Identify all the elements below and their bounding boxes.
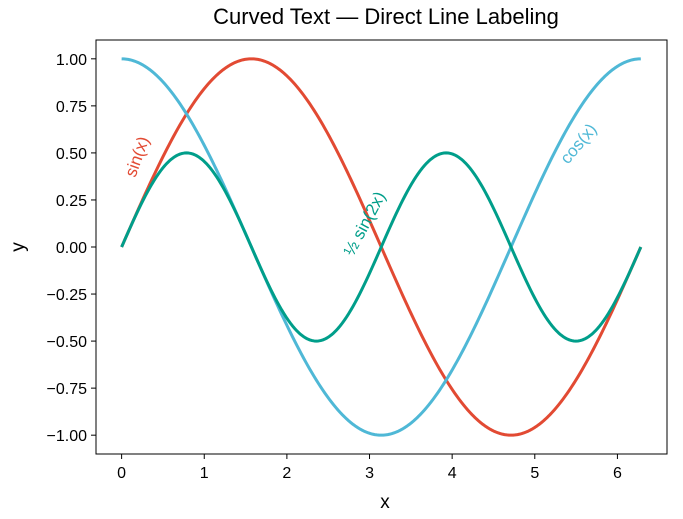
y-tick-label: −0.75 [47,381,88,398]
series-line-3 [120,151,643,343]
y-axis-label: y [8,242,29,252]
y-tick-label: −0.50 [47,334,88,351]
y-tick-label: 1.00 [56,52,87,69]
x-tick-label: 3 [365,465,374,482]
x-axis-label: x [380,492,390,513]
series-label-1: sin(x) [121,134,153,180]
y-axis: 1.00 0.75 0.50 0.25 0.00 −0.25 −0.50 −0.75 −1.00 [47,52,96,445]
series-label-2: cos(x) [556,120,600,168]
y-tick-label: −1.00 [47,428,88,445]
x-axis: 0 1 2 3 4 5 6 [117,454,622,482]
x-tick-label: 1 [200,465,209,482]
series-line-2 [121,57,641,437]
y-tick-label: −0.25 [47,287,88,304]
x-tick-label: 6 [613,465,622,482]
x-tick-label: 5 [530,465,539,482]
y-tick-label: 0.00 [56,240,87,257]
y-tick-label: 0.50 [56,146,87,163]
chart-title: Curved Text — Direct Line Labeling [213,4,559,29]
plot-area: sin(x) cos(x)½ sin(2x) [120,57,643,437]
x-tick-label: 0 [117,465,126,482]
y-tick-label: 0.25 [56,193,87,210]
x-tick-label: 4 [448,465,457,482]
x-tick-label: 2 [282,465,291,482]
y-tick-label: 0.75 [56,99,87,116]
